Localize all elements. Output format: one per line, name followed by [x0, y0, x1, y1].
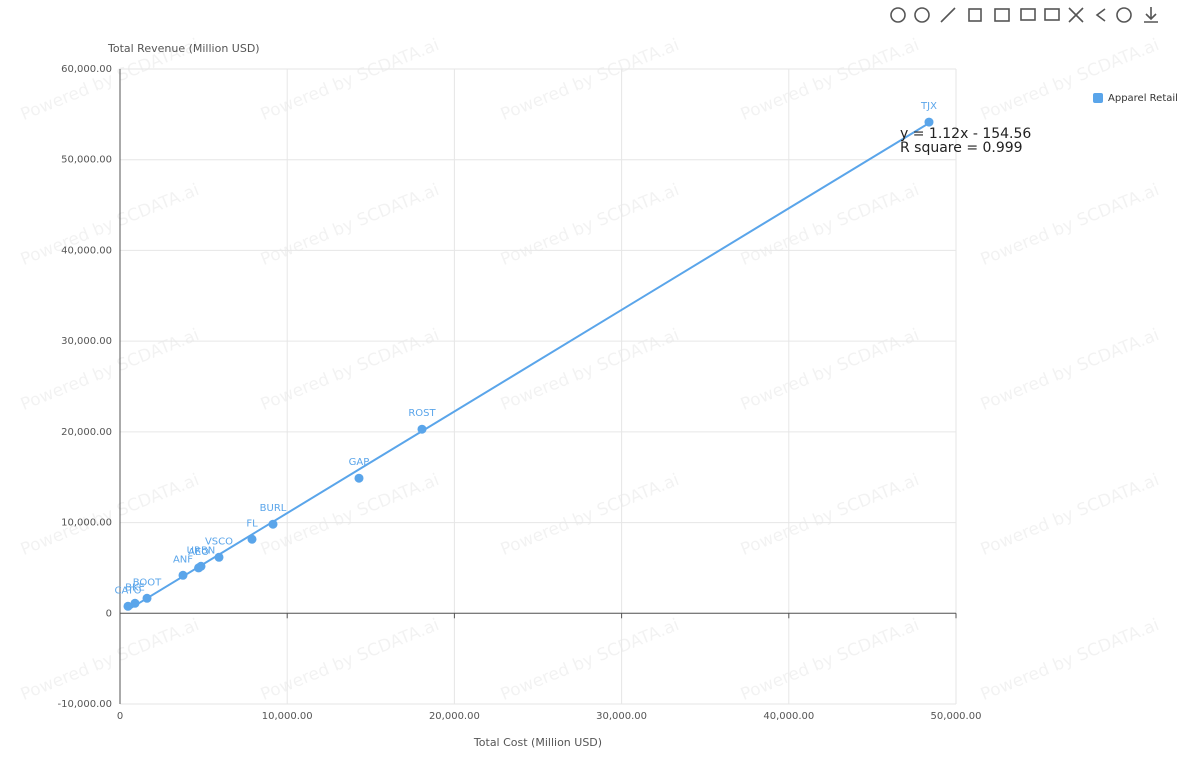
watermark: Powered by SCDATA.ai: [258, 180, 442, 270]
point-label: CATO: [114, 585, 141, 596]
tool-icon[interactable]: [1144, 7, 1158, 23]
watermark: Powered by SCDATA.ai: [258, 35, 442, 125]
tool-icon[interactable]: [890, 7, 906, 23]
point-label: FL: [246, 518, 258, 529]
watermark: Powered by SCDATA.ai: [258, 325, 442, 415]
tool-icon[interactable]: [994, 8, 1010, 22]
watermark: Powered by SCDATA.ai: [738, 325, 922, 415]
watermark: Powered by SCDATA.ai: [738, 615, 922, 705]
watermark: Powered by SCDATA.ai: [738, 35, 922, 125]
x-tick-label: 0: [117, 711, 123, 722]
watermark: Powered by SCDATA.ai: [498, 615, 682, 705]
point-label: ANF: [173, 554, 193, 565]
watermark: Powered by SCDATA.ai: [978, 180, 1162, 270]
y-tick-label: 50,000.00: [61, 155, 112, 166]
point: [123, 601, 133, 611]
x-tick-label: 30,000.00: [596, 711, 647, 722]
point: [142, 593, 152, 603]
point: [268, 519, 278, 529]
watermark: Powered by SCDATA.ai: [738, 180, 922, 270]
point-label: BKE: [125, 582, 145, 593]
x-tick-label: 20,000.00: [429, 711, 480, 722]
point: [214, 552, 224, 562]
legend-swatch: [1093, 93, 1103, 103]
watermark: Powered by SCDATA.ai: [978, 325, 1162, 415]
regression-line: [127, 122, 930, 611]
y-tick-label: -10,000.00: [57, 699, 112, 710]
watermark: Powered by SCDATA.ai: [498, 180, 682, 270]
point-label: GAP: [349, 457, 370, 468]
y-tick-label: 40,000.00: [61, 245, 112, 256]
point-label: VSCO: [205, 536, 233, 547]
tool-icon[interactable]: [1068, 7, 1084, 23]
watermark: Powered by SCDATA.ai: [738, 470, 922, 560]
tool-icon[interactable]: [1095, 8, 1106, 22]
tool-icon[interactable]: [1044, 8, 1060, 21]
point-label: AEO: [188, 547, 209, 558]
watermark: Powered by SCDATA.ai: [978, 615, 1162, 705]
regression-equation: y = 1.12x - 154.56: [900, 126, 1031, 142]
watermark: Powered by SCDATA.ai: [18, 470, 202, 560]
y-tick-label: 20,000.00: [61, 427, 112, 438]
point: [417, 424, 427, 434]
point: [924, 117, 934, 127]
tool-icon[interactable]: [940, 7, 956, 23]
point-label: BURL: [260, 503, 287, 514]
tool-icon[interactable]: [914, 7, 930, 23]
toolbar: [890, 7, 1158, 23]
point-label: ROST: [408, 408, 436, 419]
point: [178, 570, 188, 580]
point: [194, 563, 204, 573]
point-label: TJX: [920, 101, 937, 112]
legend-label: Apparel Retail: [1108, 93, 1178, 104]
watermark: Powered by SCDATA.ai: [258, 615, 442, 705]
point: [247, 534, 257, 544]
x-tick-label: 40,000.00: [763, 711, 814, 722]
watermark: Powered by SCDATA.ai: [498, 325, 682, 415]
tool-icon[interactable]: [1020, 8, 1036, 21]
y-tick-label: 30,000.00: [61, 336, 112, 347]
tool-icon[interactable]: [968, 8, 982, 22]
y-tick-label: 0: [106, 608, 112, 619]
regression-r-square: R square = 0.999: [900, 140, 1023, 156]
watermark: Powered by SCDATA.ai: [18, 180, 202, 270]
watermark: Powered by SCDATA.ai: [978, 470, 1162, 560]
x-tick-label: 10,000.00: [262, 711, 313, 722]
watermark: Powered by SCDATA.ai: [498, 470, 682, 560]
point-label: BOOT: [133, 577, 162, 588]
point-label: URBN: [187, 545, 216, 556]
watermark: Powered by SCDATA.ai: [978, 35, 1162, 125]
point: [354, 473, 364, 483]
y-axis-title: Total Revenue (Million USD): [107, 42, 260, 55]
x-tick-label: 50,000.00: [931, 711, 982, 722]
point: [130, 598, 140, 608]
tool-icon[interactable]: [1116, 7, 1132, 23]
watermark: Powered by SCDATA.ai: [18, 615, 202, 705]
y-tick-label: 10,000.00: [61, 518, 112, 529]
y-tick-label: 60,000.00: [61, 64, 112, 75]
x-axis-title: Total Cost (Million USD): [473, 736, 602, 749]
watermark: Powered by SCDATA.ai: [498, 35, 682, 125]
